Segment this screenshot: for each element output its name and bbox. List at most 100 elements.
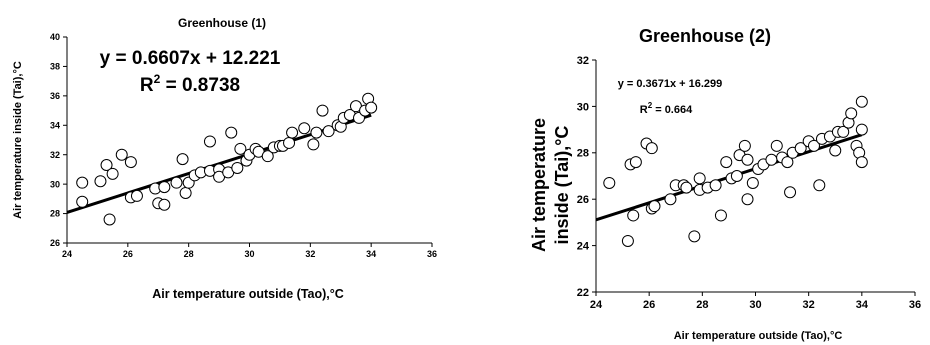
chart1-data-point — [307, 138, 320, 151]
chart2-data-point — [730, 170, 743, 182]
chart1-data-point — [170, 176, 183, 189]
chart1-data-point — [365, 101, 378, 114]
chart2-data-point — [765, 153, 778, 166]
chart1-data-point — [310, 126, 323, 139]
chart1-data-point — [298, 122, 311, 135]
chart2-data-point — [709, 179, 722, 192]
chart2-data-point — [794, 142, 807, 155]
chart2-data-point — [855, 123, 868, 136]
chart1-data-point — [231, 161, 244, 174]
chart1-data-point — [94, 175, 107, 188]
chart1-data-point — [225, 126, 238, 139]
chart2-x-tick-label: 32 — [803, 299, 815, 311]
chart1-y-tick-label: 30 — [50, 179, 60, 189]
chart1-data-point — [234, 142, 247, 155]
chart1-data-point — [316, 104, 329, 117]
chart1-data-point — [130, 189, 143, 202]
chart2-data-point — [629, 156, 642, 169]
chart2-data-point — [664, 193, 677, 206]
chart1-x-tick-label: 34 — [366, 249, 376, 259]
chart2-x-tick-label: 30 — [749, 299, 761, 311]
chart1-y-tick-label: 40 — [50, 32, 60, 42]
chart2-data-point — [813, 179, 826, 192]
chart1-data-point — [179, 186, 192, 199]
chart1-y-tick-label: 34 — [50, 120, 60, 130]
chart1-data-point — [176, 153, 189, 166]
chart2-equation: y = 0.3671x + 16.299 — [618, 78, 723, 90]
chart2-data-point — [720, 156, 733, 169]
chart2-x-tick-label: 24 — [590, 299, 603, 311]
chart1-y-tick-label: 26 — [50, 238, 60, 248]
chart1-y-tick-label: 32 — [50, 150, 60, 160]
chart1-y-tick-label: 38 — [50, 62, 60, 72]
chart2-x-axis-label: Air temperature outside (Tao),°C — [674, 330, 843, 342]
chart1-data-point — [103, 213, 116, 226]
chart1-data-point — [76, 176, 89, 189]
chart2-y-tick-label: 26 — [577, 194, 589, 206]
chart2-y-tick-label: 24 — [577, 240, 590, 252]
chart1-title: Greenhouse (1) — [178, 16, 266, 30]
chart1-data-point — [283, 136, 296, 149]
chart1-data-point — [115, 148, 128, 161]
chart2-y-tick-label: 32 — [577, 55, 589, 67]
chart2-data-point — [693, 172, 706, 185]
chart2-data-point — [621, 234, 634, 247]
chart2-y-tick-label: 22 — [577, 287, 589, 299]
chart2-data-point — [741, 193, 754, 206]
chart2-data-point — [648, 200, 661, 213]
chart1-data-point — [261, 150, 274, 163]
chart1-equation: y = 0.6607x + 12.221 — [100, 48, 281, 69]
chart1-data-point — [106, 167, 119, 180]
chart2-y-axis-label-line1: Air temperature — [529, 118, 549, 252]
chart2-data-point — [714, 209, 727, 222]
chart2-x-tick-label: 26 — [643, 299, 655, 311]
chart1-y-tick-label: 36 — [50, 91, 60, 101]
chart2-data-point — [746, 176, 759, 189]
chart1-y-axis-label: Air temperature inside (Tai),°C — [12, 61, 24, 219]
chart2-data-point — [807, 139, 820, 152]
chart1-y-tick-label: 28 — [50, 209, 60, 219]
chart2-data-point — [770, 139, 783, 152]
chart1-data-point — [100, 159, 113, 172]
chart1-x-tick-label: 28 — [184, 249, 194, 259]
chart2-data-point — [680, 181, 693, 194]
chart2-y-axis-label-line2: inside (Tai),°C — [552, 126, 572, 245]
chart2-data-point — [781, 156, 794, 169]
chart1-x-tick-label: 26 — [123, 249, 133, 259]
chart2-data-point — [845, 107, 858, 120]
chart2-data-point — [829, 144, 842, 157]
chart1-data-point — [124, 156, 137, 169]
chart1-data-point — [158, 198, 171, 211]
chart1-data-point — [158, 181, 171, 194]
chart1-x-tick-label: 24 — [62, 249, 72, 259]
chart1-x-tick-label: 30 — [244, 249, 254, 259]
chart2-data-point — [784, 186, 797, 199]
chart2-y-tick-label: 28 — [577, 148, 589, 160]
chart2-y-tick-label: 30 — [577, 101, 589, 113]
chart2-r-squared: R2 = 0.664 — [640, 101, 693, 116]
chart1-r-squared: R2 = 0.8738 — [140, 72, 240, 96]
chart2-title: Greenhouse (2) — [639, 26, 771, 46]
chart2-data-point — [837, 125, 850, 138]
chart2-data-point — [741, 153, 754, 166]
chart1-x-axis-label: Air temperature outside (Tao),°C — [152, 287, 344, 301]
chart-greenhouse-2: Greenhouse (2) 24 26 28 30 32 34 3622242628303… — [529, 26, 921, 342]
chart1-data-point — [286, 126, 299, 139]
chart2-data-point — [688, 230, 701, 243]
chart2-x-tick-label: 34 — [856, 299, 869, 311]
chart1-data-point — [203, 135, 216, 148]
chart2-data-point — [603, 176, 616, 189]
chart2-data-point — [855, 156, 868, 169]
chart-greenhouse-1: Greenhouse (1) 24 26 28 30 32 34 3626283032343… — [12, 16, 437, 301]
chart1-data-point — [322, 125, 335, 138]
chart2-x-tick-label: 28 — [696, 299, 708, 311]
chart1-x-tick-label: 32 — [305, 249, 315, 259]
chart2-data-point — [738, 139, 751, 152]
chart2-data-point — [627, 209, 640, 222]
chart2-x-tick-label: 36 — [909, 299, 921, 311]
chart2-data-point — [645, 142, 658, 155]
chart1-x-tick-label: 36 — [427, 249, 437, 259]
chart1-data-point — [76, 195, 89, 208]
chart2-data-point — [855, 95, 868, 108]
